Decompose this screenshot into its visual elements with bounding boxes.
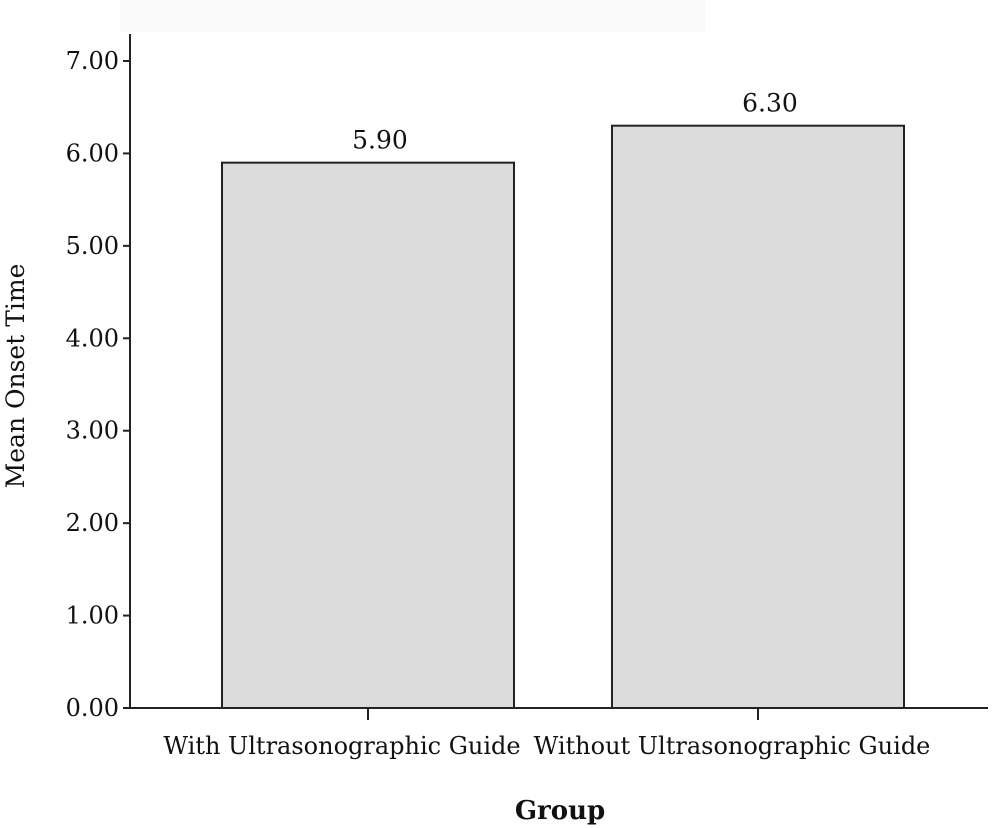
x-category-label: With Ultrasonographic Guide	[163, 732, 520, 760]
y-tick-label: 7.00	[66, 47, 119, 75]
plot-top-shading	[120, 0, 705, 32]
y-tick-label: 0.00	[66, 694, 119, 722]
x-axis-title: Group	[515, 796, 605, 826]
y-axis-title: Mean Onset Time	[1, 264, 30, 489]
bar-value-label: 6.30	[742, 89, 798, 118]
y-tick-label: 3.00	[66, 417, 119, 445]
bars-layer	[221, 124, 905, 709]
bar-value-label: 5.90	[352, 126, 408, 155]
y-tick-label: 6.00	[66, 139, 119, 167]
x-ticks-layer: With Ultrasonographic Guide Without Ultra…	[163, 708, 930, 760]
bar	[221, 161, 515, 709]
axes-layer	[129, 34, 988, 709]
y-ticks-layer: 0.00 1.00 2.00 3.00 4.00 5.00 6.00 7.00	[66, 47, 130, 722]
y-tick-label: 1.00	[66, 602, 119, 630]
y-tick-label: 5.00	[66, 232, 119, 260]
y-tick-label: 2.00	[66, 509, 119, 537]
x-category-label: Without Ultrasonographic Guide	[534, 732, 931, 760]
y-tick-label: 4.00	[66, 324, 119, 352]
data-labels-layer: 5.90 6.30	[352, 89, 798, 155]
bar	[611, 124, 905, 709]
